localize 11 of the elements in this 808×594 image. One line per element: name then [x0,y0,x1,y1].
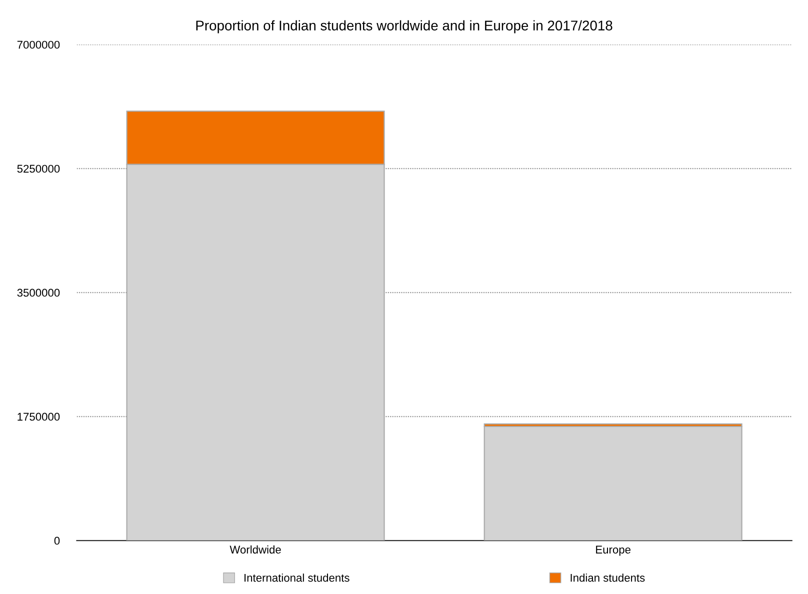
y-tick-label: 3500000 [17,288,60,297]
y-tick-label: 5250000 [17,164,60,173]
bar [484,426,742,541]
y-tick-label: 0 [54,536,60,545]
x-tick-label: Worldwide [230,545,281,554]
legend-label: Indian students [570,574,645,582]
legend-label: International students [244,574,350,582]
y-tick-label: 1750000 [18,412,60,421]
x-tick-label: Europe [596,546,630,556]
y-tick-label: 7000000 [17,40,60,49]
chart-subtitle: Proportion of Indian students worldwide and in Europe in 2017/2018 [196,20,612,34]
